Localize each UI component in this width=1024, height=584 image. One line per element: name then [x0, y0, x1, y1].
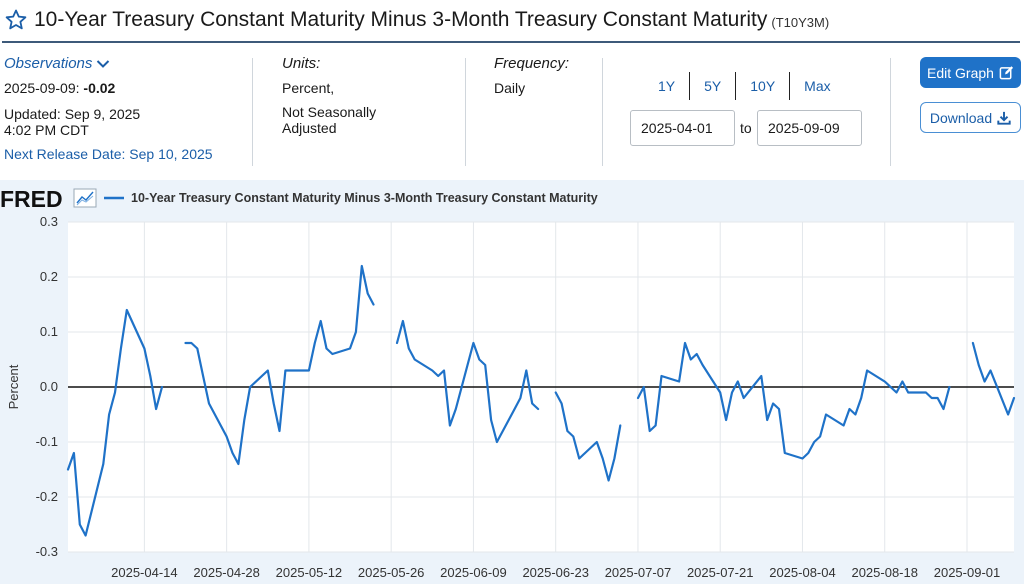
column-divider [602, 58, 603, 166]
updated-line-1: Updated: Sep 9, 2025 [4, 106, 141, 122]
y-axis-label: Percent [6, 364, 21, 409]
x-tick-label: 2025-08-04 [769, 565, 836, 580]
download-icon [997, 111, 1011, 125]
x-tick-label: 2025-05-12 [276, 565, 343, 580]
y-tick-label: 0.0 [40, 379, 58, 394]
units-value-2: Not Seasonally [282, 104, 377, 120]
x-tick-label: 2025-09-01 [934, 565, 1001, 580]
series-line-segment[interactable] [554, 391, 622, 482]
observations-label: Observations [4, 55, 93, 72]
series-lines [66, 264, 1016, 537]
series-code: (T10Y3M) [771, 15, 830, 30]
x-tick-label: 2025-07-07 [605, 565, 672, 580]
x-tick-label: 2025-04-14 [111, 565, 178, 580]
observation-value: -0.02 [83, 80, 116, 96]
range-1y-button[interactable]: 1Y [658, 78, 676, 94]
range-10y-button[interactable]: 10Y [735, 72, 789, 100]
download-button[interactable]: Download [920, 102, 1021, 133]
chart-container: 0.3 0.2 0.1 0.0 -0.1 -0.2 -0.3 2025-04-14 2025-… [0, 180, 1024, 584]
y-axis-ticks: 0.3 0.2 0.1 0.0 -0.1 -0.2 -0.3 [36, 214, 58, 559]
latest-observation: 2025-09-09: -0.02 [4, 80, 244, 96]
x-tick-label: 2025-04-28 [193, 565, 260, 580]
start-date-input[interactable]: 2025-04-01 [630, 110, 735, 146]
series-line-segment[interactable] [971, 341, 1016, 416]
legend-label[interactable]: 10-Year Treasury Constant Maturity Minus… [131, 191, 598, 205]
frequency-label: Frequency: [494, 55, 570, 72]
x-tick-label: 2025-06-09 [440, 565, 507, 580]
series-line-segment[interactable] [636, 341, 951, 460]
date-range-presets: 1Y 5Y 10Y Max [648, 72, 845, 100]
units-value-1: Percent, [282, 80, 335, 96]
column-divider [890, 58, 891, 166]
title-divider [2, 41, 1020, 43]
observations-column: Observations 2025-09-09: -0.02 Updated: … [4, 56, 244, 163]
star-outline-icon[interactable] [4, 8, 28, 32]
y-tick-label: 0.3 [40, 214, 58, 229]
y-tick-label: 0.2 [40, 269, 58, 284]
x-tick-label: 2025-05-26 [358, 565, 425, 580]
units-column: Units: Percent, Not Seasonally Adjusted [282, 55, 452, 137]
x-tick-label: 2025-06-23 [522, 565, 589, 580]
download-label: Download [929, 109, 993, 126]
title-bar: 10-Year Treasury Constant Maturity Minus… [0, 0, 1024, 40]
edit-graph-label: Edit Graph [927, 64, 994, 81]
chevron-down-icon [97, 60, 110, 68]
series-line-segment[interactable] [395, 319, 540, 444]
chart-trend-icon [73, 188, 97, 208]
end-date-input[interactable]: 2025-09-09 [757, 110, 862, 146]
x-tick-label: 2025-07-21 [687, 565, 754, 580]
x-axis-ticks: 2025-04-14 2025-04-28 2025-05-12 2025-05-26… [111, 565, 1000, 580]
range-5y-button[interactable]: 5Y [689, 72, 735, 100]
frequency-value: Daily [494, 80, 526, 96]
series-line-segment[interactable] [184, 264, 375, 466]
y-tick-label: 0.1 [40, 324, 58, 339]
edit-icon [999, 66, 1014, 80]
x-tick-label: 2025-08-18 [851, 565, 918, 580]
frequency-column: Frequency: Daily [494, 55, 594, 97]
series-meta-panel: Observations 2025-09-09: -0.02 Updated: … [0, 50, 1024, 178]
edit-graph-button[interactable]: Edit Graph [920, 57, 1021, 88]
y-tick-label: -0.2 [36, 489, 58, 504]
y-tick-label: -0.3 [36, 544, 58, 559]
range-max-button[interactable]: Max [789, 72, 844, 100]
units-value-3: Adjusted [282, 120, 337, 136]
units-label: Units: [282, 55, 321, 72]
updated-line-2: 4:02 PM CDT [4, 122, 89, 138]
column-divider [252, 58, 253, 166]
fred-logo[interactable]: FRED [0, 186, 63, 212]
observations-dropdown[interactable]: Observations [4, 56, 244, 72]
date-range-to-label: to [740, 120, 752, 136]
page-title: 10-Year Treasury Constant Maturity Minus… [34, 8, 768, 31]
observation-date: 2025-09-09: [4, 80, 80, 96]
y-tick-label: -0.1 [36, 434, 58, 449]
series-line-segment[interactable] [66, 308, 164, 537]
column-divider [465, 58, 466, 166]
next-release-date: Next Release Date: Sep 10, 2025 [4, 146, 213, 162]
line-chart[interactable]: 0.30.20.10.0-0.1-0.2-0.3 2025-04-14 2025-… [0, 180, 1024, 584]
